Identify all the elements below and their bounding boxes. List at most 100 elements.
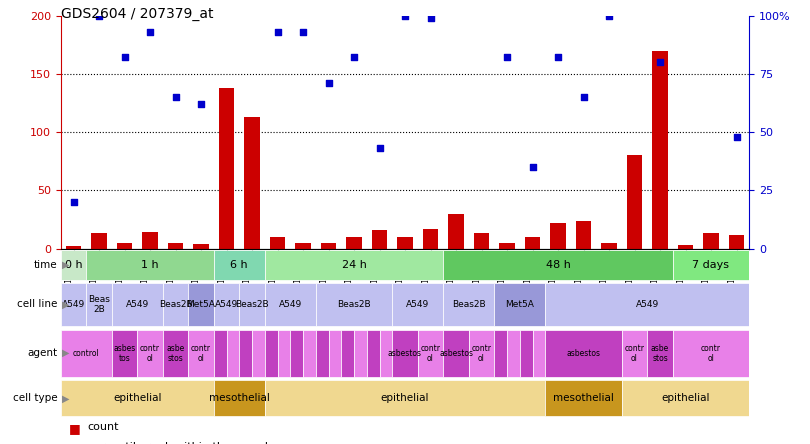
- Text: Met5A: Met5A: [186, 300, 215, 309]
- Bar: [188, 283, 214, 326]
- Bar: [61, 283, 86, 326]
- Bar: [214, 250, 265, 280]
- Bar: [525, 237, 540, 249]
- Bar: [545, 283, 749, 326]
- Bar: [278, 330, 290, 377]
- Text: asbe
stos: asbe stos: [651, 344, 669, 363]
- Bar: [601, 243, 616, 249]
- Text: asbestos: asbestos: [388, 349, 422, 358]
- Bar: [265, 250, 443, 280]
- Bar: [66, 246, 81, 249]
- Point: [526, 163, 539, 170]
- Text: 0 h: 0 h: [65, 260, 83, 270]
- Point: [577, 94, 590, 101]
- Text: contr
ol: contr ol: [191, 344, 211, 363]
- Bar: [576, 221, 591, 249]
- Bar: [367, 330, 380, 377]
- Bar: [678, 245, 693, 249]
- Text: Beas
2B: Beas 2B: [88, 295, 110, 314]
- Bar: [188, 330, 214, 377]
- Bar: [163, 283, 188, 326]
- Text: agent: agent: [28, 348, 58, 358]
- Bar: [86, 283, 112, 326]
- Bar: [494, 283, 545, 326]
- Bar: [545, 381, 622, 416]
- Text: contr
ol: contr ol: [625, 344, 645, 363]
- Bar: [321, 243, 336, 249]
- Bar: [265, 330, 278, 377]
- Point: [296, 28, 309, 36]
- Bar: [550, 223, 565, 249]
- Text: epithelial: epithelial: [381, 393, 429, 403]
- Bar: [532, 330, 545, 377]
- Text: ■: ■: [69, 422, 81, 435]
- Bar: [112, 283, 163, 326]
- Text: ▶: ▶: [62, 348, 70, 358]
- Text: asbe
stos: asbe stos: [166, 344, 185, 363]
- Bar: [622, 381, 749, 416]
- Point: [501, 54, 514, 61]
- Bar: [61, 330, 112, 377]
- Bar: [545, 330, 622, 377]
- Bar: [112, 330, 137, 377]
- Bar: [163, 330, 188, 377]
- Text: ▶: ▶: [62, 260, 70, 270]
- Bar: [380, 330, 392, 377]
- Point: [373, 145, 386, 152]
- Text: A549: A549: [215, 300, 238, 309]
- Bar: [239, 330, 252, 377]
- Point: [67, 198, 80, 206]
- Bar: [92, 234, 107, 249]
- Bar: [443, 330, 469, 377]
- Bar: [316, 330, 329, 377]
- Text: A549: A549: [126, 300, 149, 309]
- Bar: [61, 250, 86, 280]
- Bar: [168, 243, 183, 249]
- Text: A549: A549: [279, 300, 302, 309]
- Bar: [86, 250, 214, 280]
- Text: ▶: ▶: [62, 393, 70, 403]
- Point: [322, 79, 335, 87]
- Text: Beas2B: Beas2B: [452, 300, 485, 309]
- Bar: [398, 237, 412, 249]
- Bar: [449, 214, 463, 249]
- Bar: [647, 330, 673, 377]
- Bar: [418, 330, 443, 377]
- Text: percentile rank within the sample: percentile rank within the sample: [87, 442, 275, 444]
- Bar: [227, 330, 239, 377]
- Bar: [270, 237, 285, 249]
- Bar: [252, 330, 265, 377]
- Text: GDS2604 / 207379_at: GDS2604 / 207379_at: [61, 7, 213, 21]
- Bar: [673, 330, 749, 377]
- Text: A549: A549: [62, 300, 85, 309]
- Bar: [265, 381, 545, 416]
- Text: contr
ol: contr ol: [420, 344, 441, 363]
- Bar: [290, 330, 303, 377]
- Text: 48 h: 48 h: [546, 260, 570, 270]
- Bar: [474, 234, 489, 249]
- Text: cell line: cell line: [17, 299, 58, 309]
- Point: [603, 12, 616, 19]
- Text: Met5A: Met5A: [505, 300, 534, 309]
- Point: [654, 59, 667, 66]
- Text: 7 days: 7 days: [693, 260, 730, 270]
- Text: 1 h: 1 h: [141, 260, 159, 270]
- Bar: [673, 250, 749, 280]
- Point: [347, 54, 360, 61]
- Bar: [729, 235, 744, 249]
- Text: contr
ol: contr ol: [701, 344, 721, 363]
- Text: contr
ol: contr ol: [140, 344, 160, 363]
- Text: A549: A549: [406, 300, 429, 309]
- Bar: [214, 330, 227, 377]
- Point: [730, 133, 743, 140]
- Bar: [61, 381, 214, 416]
- Bar: [622, 330, 647, 377]
- Text: count: count: [87, 422, 119, 432]
- Bar: [329, 330, 341, 377]
- Bar: [214, 381, 265, 416]
- Bar: [469, 330, 494, 377]
- Bar: [143, 232, 158, 249]
- Text: 6 h: 6 h: [230, 260, 248, 270]
- Bar: [194, 244, 209, 249]
- Bar: [392, 283, 443, 326]
